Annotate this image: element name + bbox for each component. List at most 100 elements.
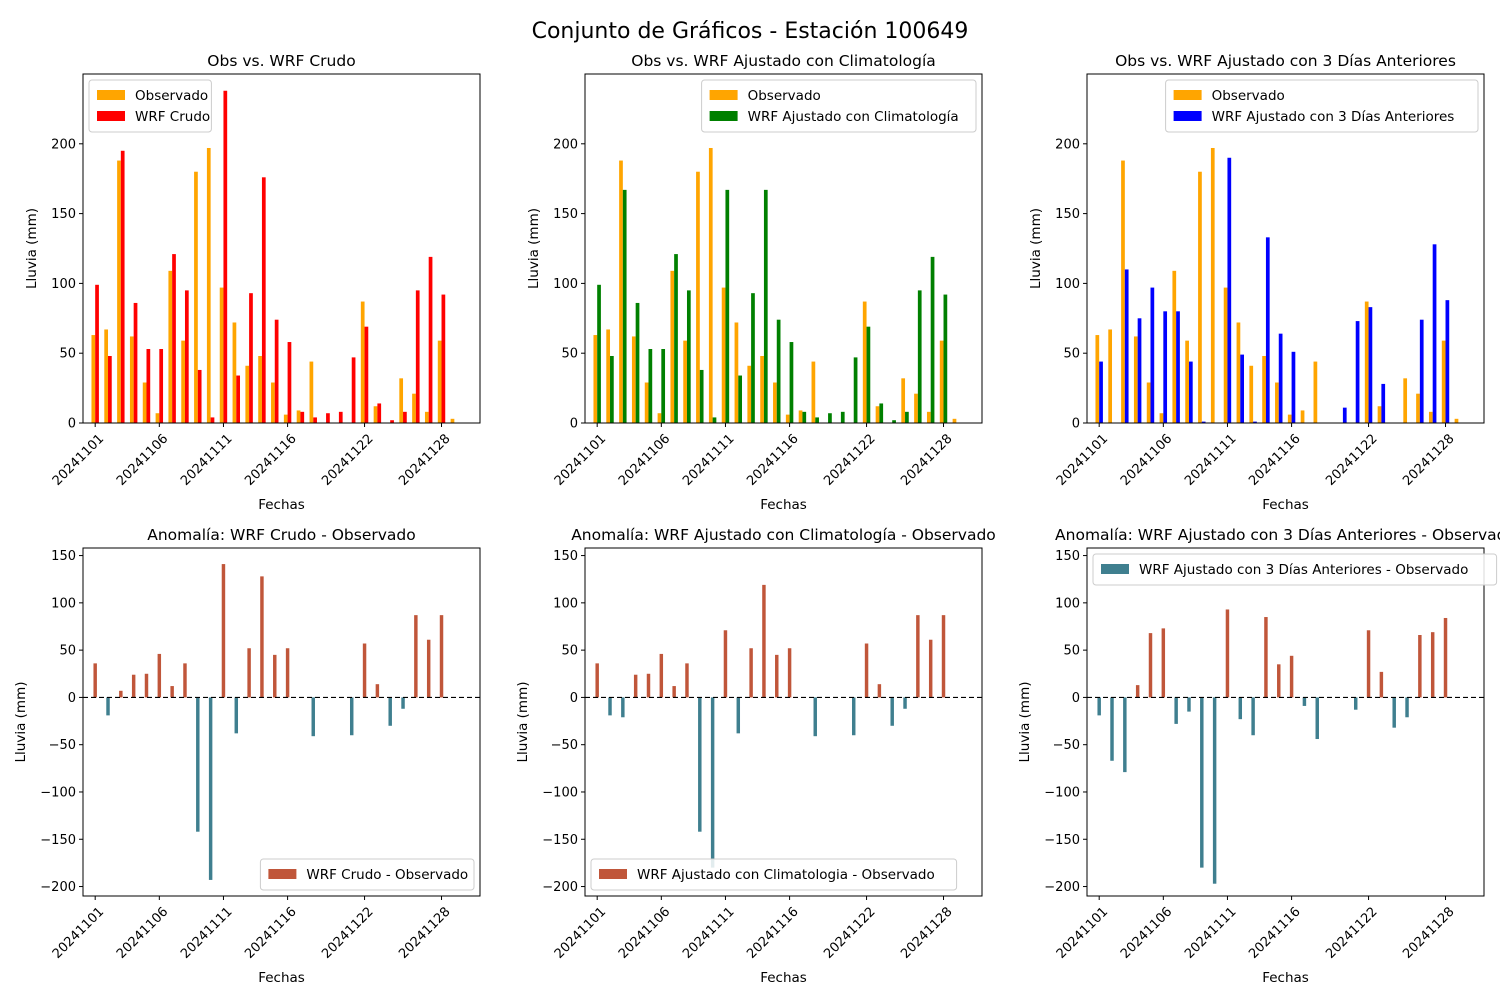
bar-wrf_clim	[815, 417, 819, 423]
anomaly-bar	[401, 697, 405, 709]
legend-label: WRF Ajustado con Climatología	[748, 109, 959, 125]
bar-wrf_3d	[1432, 244, 1437, 423]
anomaly-bar	[851, 697, 856, 736]
y-tick-label: 100	[1055, 596, 1080, 611]
bar-wrf_crudo	[415, 290, 420, 423]
y-tick-label: −100	[1044, 785, 1080, 800]
anomaly-bar	[1251, 697, 1255, 736]
legend-label: WRF Ajustado con 3 Días Anteriores - Obs…	[1139, 562, 1468, 578]
bar-wrf_clim	[648, 349, 653, 423]
anomaly-bar	[1212, 697, 1217, 884]
anomaly-bar	[93, 663, 97, 698]
y-tick-label: 0	[570, 417, 578, 432]
bar-wrf_crudo	[377, 403, 382, 423]
bar-observado	[309, 361, 314, 423]
bar-wrf_3d	[1163, 311, 1168, 423]
y-axis-label: Lluvia (mm)	[1028, 208, 1044, 289]
anomaly-bar	[208, 697, 213, 880]
y-tick-label: −150	[40, 833, 76, 848]
bar-wrf_3d	[1253, 421, 1257, 423]
anomaly-bar	[1264, 617, 1268, 698]
y-tick-label: 150	[51, 549, 76, 564]
legend-label: Observado	[135, 88, 208, 104]
bar-wrf_3d	[1278, 333, 1283, 423]
bar-observado	[657, 413, 662, 423]
y-tick-label: −50	[49, 738, 76, 753]
bar-observado	[734, 322, 739, 423]
bar-observado	[926, 411, 931, 423]
y-axis-label: Lluvia (mm)	[13, 682, 29, 763]
anomaly-bar	[1418, 635, 1422, 698]
anomaly-bar	[285, 648, 290, 698]
anomaly-bar	[106, 697, 110, 716]
anomaly-bar	[941, 615, 946, 698]
anomaly-bar	[775, 654, 779, 698]
legend-swatch	[1173, 111, 1202, 121]
bar-wrf_3d	[1381, 383, 1386, 423]
anomaly-bar	[1097, 697, 1101, 716]
y-tick-label: −150	[1044, 833, 1080, 848]
bar-wrf_clim	[866, 326, 871, 423]
bar-wrf_crudo	[184, 290, 189, 423]
anomaly-bar	[183, 663, 187, 698]
y-tick-label: 200	[1055, 137, 1080, 152]
legend: Observado WRF Ajustado con Climatología	[701, 79, 977, 133]
anomaly-bar	[1315, 697, 1319, 740]
bar-wrf_3d	[1099, 361, 1103, 423]
bar-observado	[424, 411, 429, 423]
bar-observado	[683, 340, 687, 423]
anomaly-bar	[414, 615, 418, 698]
bar-observado	[606, 329, 611, 423]
anomaly-bar	[1225, 609, 1230, 698]
anomaly-bar	[621, 697, 625, 718]
anomaly-bar	[633, 674, 638, 698]
chart-title: Anomalía: WRF Ajustado con 3 Días Anteri…	[1055, 526, 1500, 544]
bars-group	[93, 564, 444, 880]
anomaly-bar	[903, 697, 907, 709]
bar-wrf_crudo	[326, 413, 330, 423]
bar-observado	[1300, 410, 1305, 423]
bar-observado	[798, 410, 803, 423]
legend: Observado WRF Ajustado con 3 Días Anterio…	[1165, 79, 1479, 133]
chart-title: Obs vs. WRF Crudo	[207, 52, 355, 70]
anomaly-bar	[864, 643, 869, 698]
bar-observado	[862, 301, 867, 423]
bar-wrf_clim	[840, 411, 845, 423]
bar-observado	[1364, 301, 1369, 423]
legend: WRF Crudo - Observado	[259, 858, 475, 891]
y-tick-label: 0	[1072, 417, 1080, 432]
bar-observado	[1236, 322, 1241, 423]
anomaly-bar	[813, 697, 817, 737]
bar-wrf_clim	[725, 189, 730, 423]
bar-wrf_crudo	[133, 302, 138, 423]
bar-wrf_clim	[686, 290, 691, 423]
y-tick-label: 50	[59, 347, 76, 362]
bar-observado	[1377, 406, 1382, 423]
x-axis-label: Fechas	[258, 497, 305, 513]
y-tick-label: −200	[1044, 880, 1080, 895]
bar-wrf_clim	[661, 349, 666, 423]
y-tick-label: −200	[542, 880, 578, 895]
bar-wrf_clim	[917, 290, 922, 423]
anomaly-bar	[234, 697, 239, 734]
anomaly-bar	[311, 697, 315, 737]
bar-observado	[412, 393, 416, 423]
bar-wrf_crudo	[210, 417, 215, 423]
bar-wrf_clim	[776, 319, 781, 423]
anomaly-bar	[247, 648, 251, 698]
y-tick-label: −100	[40, 785, 76, 800]
anomaly-bar	[1110, 697, 1114, 761]
bar-wrf_crudo	[338, 411, 343, 423]
anomaly-bar	[273, 654, 277, 698]
anomaly-bar	[659, 653, 664, 698]
anomaly-bar	[131, 674, 136, 698]
bar-observado	[450, 418, 455, 423]
bar-observado	[901, 378, 906, 423]
bar-observado	[142, 382, 147, 423]
bar-wrf_crudo	[313, 417, 317, 423]
y-tick-label: 50	[1063, 347, 1080, 362]
bar-wrf_crudo	[403, 411, 407, 423]
x-axis-label: Fechas	[1262, 497, 1309, 513]
bar-wrf_3d	[1188, 361, 1193, 423]
